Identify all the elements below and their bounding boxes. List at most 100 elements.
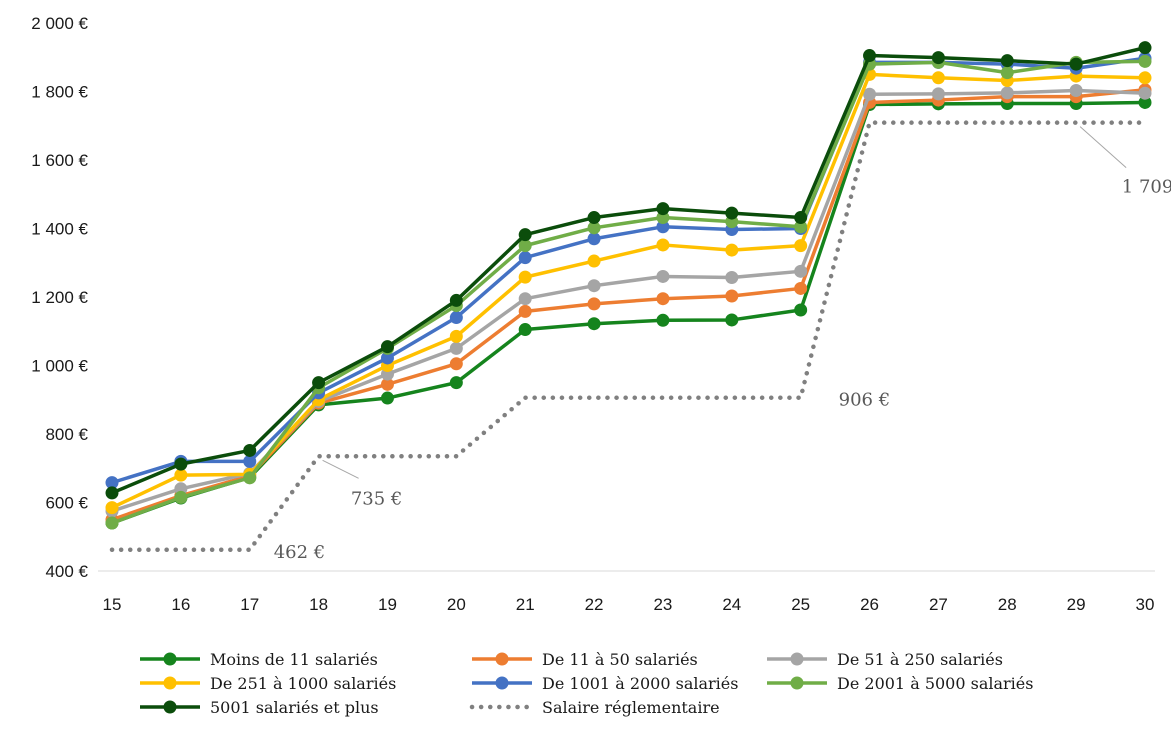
legend-item: De 11 à 50 salariés	[472, 650, 698, 669]
legend-item: De 2001 à 5000 salariés	[767, 674, 1033, 693]
data-point	[794, 220, 808, 234]
x-tick-label: 29	[1067, 595, 1086, 614]
data-point	[449, 293, 463, 307]
data-point	[518, 239, 532, 253]
data-point	[243, 471, 257, 485]
legend-marker	[163, 652, 177, 666]
data-point	[1069, 83, 1083, 97]
data-point	[656, 292, 670, 306]
data-point	[449, 311, 463, 325]
series-7	[105, 41, 1152, 500]
x-tick-label: 18	[309, 595, 328, 614]
legend-label: Moins de 11 salariés	[210, 650, 378, 669]
data-point	[1000, 66, 1014, 80]
legend-marker	[790, 676, 804, 690]
data-point	[174, 490, 188, 504]
data-point	[794, 211, 808, 225]
legend-label: 5001 salariés et plus	[210, 698, 379, 717]
legend-item: De 51 à 250 salariés	[767, 650, 1003, 669]
axis-layer: 400 € 600 € 800 € 1 000 € 1 200 € 1 400 € 1 60…	[31, 14, 1155, 614]
data-point	[725, 243, 739, 257]
data-point	[1000, 86, 1014, 100]
data-point	[656, 211, 670, 225]
series-line	[111, 56, 1146, 485]
data-point	[380, 340, 394, 354]
annotation-label: 906 €	[839, 390, 891, 411]
data-point	[587, 211, 601, 225]
legend-label: De 1001 à 2000 salariés	[542, 674, 738, 693]
series-line	[111, 59, 1146, 525]
data-point	[518, 228, 532, 242]
y-tick-label: 1 400 €	[31, 220, 88, 239]
x-tick-label: 23	[653, 595, 672, 614]
y-tick-label: 1 600 €	[31, 151, 88, 170]
y-tick-label: 1 200 €	[31, 288, 88, 307]
data-point	[725, 313, 739, 327]
annotation-label: 1 709 €	[1122, 177, 1171, 198]
series-5	[105, 51, 1152, 490]
data-point	[518, 251, 532, 265]
data-point	[1138, 95, 1152, 109]
legend: Moins de 11 salariés De 11 à 50 salariés D…	[140, 650, 1033, 717]
data-point	[656, 220, 670, 234]
y-tick-label: 800 €	[45, 425, 88, 444]
x-tick-label: 26	[860, 595, 879, 614]
x-tick-label: 20	[447, 595, 466, 614]
legend-item: Moins de 11 salariés	[140, 650, 378, 669]
data-point	[243, 454, 257, 468]
x-tick-label: 27	[929, 595, 948, 614]
x-tick-label: 17	[240, 595, 259, 614]
data-point	[105, 501, 119, 515]
data-point	[105, 486, 119, 500]
y-tick-label: 2 000 €	[31, 14, 88, 33]
data-point	[1069, 57, 1083, 71]
data-point	[587, 279, 601, 293]
x-tick-label: 24	[722, 595, 741, 614]
series-line	[109, 120, 1148, 553]
series-8	[109, 120, 1148, 553]
x-tick-label: 19	[378, 595, 397, 614]
data-point	[931, 71, 945, 85]
annotation-layer: 462 € 735 € 906 € 1 709 €	[274, 126, 1171, 563]
legend-marker	[790, 652, 804, 666]
data-point	[656, 313, 670, 327]
legend-label: Salaire réglementaire	[542, 698, 720, 717]
annotation-leader-line	[322, 459, 359, 479]
legend-item: De 1001 à 2000 salariés	[472, 674, 738, 693]
legend-item: De 251 à 1000 salariés	[140, 674, 396, 693]
x-tick-label: 15	[103, 595, 122, 614]
data-point	[174, 457, 188, 471]
legend-label: De 51 à 250 salariés	[837, 650, 1003, 669]
legend-label: De 11 à 50 salariés	[542, 650, 698, 669]
data-point	[587, 317, 601, 331]
data-point	[794, 264, 808, 278]
data-point	[725, 206, 739, 220]
data-point	[931, 87, 945, 101]
x-tick-label: 16	[171, 595, 190, 614]
data-point	[1138, 71, 1152, 85]
data-point	[312, 376, 326, 390]
legend-marker	[163, 676, 177, 690]
legend-label: De 251 à 1000 salariés	[210, 674, 396, 693]
x-tick-label: 21	[516, 595, 535, 614]
data-point	[587, 232, 601, 246]
data-point	[518, 323, 532, 337]
annotation-label: 462 €	[274, 542, 326, 563]
data-point	[794, 281, 808, 295]
data-point	[449, 329, 463, 343]
data-point	[1000, 54, 1014, 68]
y-tick-label: 1 800 €	[31, 83, 88, 102]
data-point	[656, 269, 670, 283]
data-point	[1138, 86, 1152, 100]
data-point	[656, 202, 670, 216]
data-point	[518, 292, 532, 306]
data-point	[863, 49, 877, 63]
data-point	[174, 468, 188, 482]
x-tick-label: 30	[1136, 595, 1155, 614]
data-point	[587, 297, 601, 311]
legend-marker	[495, 652, 509, 666]
data-point	[931, 51, 945, 65]
data-point	[380, 391, 394, 405]
data-point	[449, 341, 463, 355]
